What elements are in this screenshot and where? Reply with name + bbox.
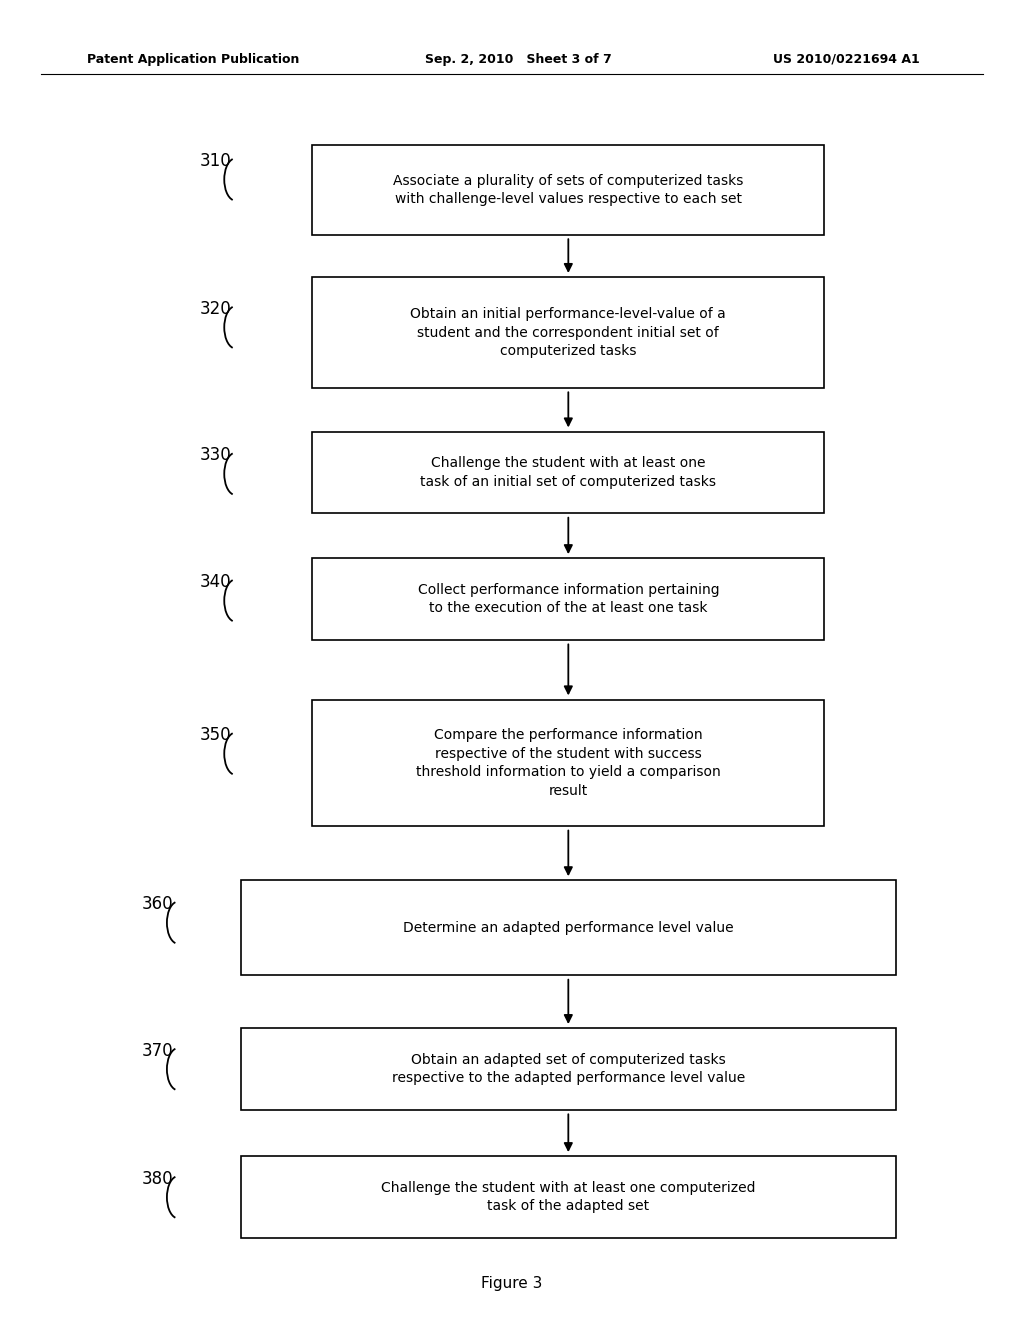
Text: Figure 3: Figure 3 xyxy=(481,1275,543,1291)
FancyBboxPatch shape xyxy=(312,700,824,826)
Text: Patent Application Publication: Patent Application Publication xyxy=(87,53,299,66)
FancyBboxPatch shape xyxy=(241,1156,896,1238)
Text: Associate a plurality of sets of computerized tasks
with challenge-level values : Associate a plurality of sets of compute… xyxy=(393,174,743,206)
Text: 340: 340 xyxy=(200,573,231,591)
FancyBboxPatch shape xyxy=(312,277,824,388)
Text: 310: 310 xyxy=(200,152,231,170)
Text: US 2010/0221694 A1: US 2010/0221694 A1 xyxy=(773,53,920,66)
FancyBboxPatch shape xyxy=(241,880,896,975)
FancyBboxPatch shape xyxy=(312,145,824,235)
Text: Obtain an adapted set of computerized tasks
respective to the adapted performanc: Obtain an adapted set of computerized ta… xyxy=(392,1053,744,1085)
Text: Obtain an initial performance-level-value of a
student and the correspondent ini: Obtain an initial performance-level-valu… xyxy=(411,308,726,358)
Text: 380: 380 xyxy=(141,1170,173,1188)
Text: 330: 330 xyxy=(200,446,231,465)
FancyBboxPatch shape xyxy=(312,432,824,513)
Text: 360: 360 xyxy=(141,895,173,913)
Text: Compare the performance information
respective of the student with success
thres: Compare the performance information resp… xyxy=(416,729,721,797)
Text: Challenge the student with at least one
task of an initial set of computerized t: Challenge the student with at least one … xyxy=(420,457,717,488)
Text: 370: 370 xyxy=(141,1041,173,1060)
FancyBboxPatch shape xyxy=(312,558,824,640)
Text: Collect performance information pertaining
to the execution of the at least one : Collect performance information pertaini… xyxy=(418,583,719,615)
Text: Determine an adapted performance level value: Determine an adapted performance level v… xyxy=(403,921,733,935)
Text: 350: 350 xyxy=(200,726,231,744)
Text: 320: 320 xyxy=(200,300,231,318)
Text: Challenge the student with at least one computerized
task of the adapted set: Challenge the student with at least one … xyxy=(381,1181,756,1213)
Text: Sep. 2, 2010   Sheet 3 of 7: Sep. 2, 2010 Sheet 3 of 7 xyxy=(425,53,611,66)
FancyBboxPatch shape xyxy=(241,1028,896,1110)
